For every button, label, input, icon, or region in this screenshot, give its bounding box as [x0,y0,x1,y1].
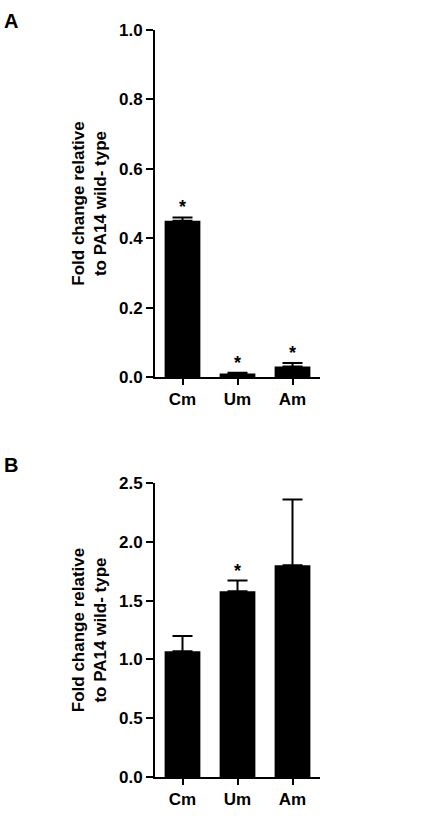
svg-text:*: * [289,343,296,363]
svg-text:0.0: 0.0 [119,768,143,787]
svg-text:0.2: 0.2 [119,299,143,318]
svg-text:Um: Um [224,390,251,409]
svg-text:Cm: Cm [169,390,196,409]
svg-text:Am: Am [279,790,306,809]
svg-text:Fold change relativeto PA14 wi: Fold change relativeto PA14 wild- type [69,121,110,285]
svg-text:1.0: 1.0 [119,21,143,40]
svg-text:Am: Am [279,390,306,409]
svg-text:Cm: Cm [169,790,196,809]
svg-text:0.5: 0.5 [119,709,143,728]
svg-text:2.5: 2.5 [119,474,143,493]
svg-text:*: * [179,197,186,217]
svg-text:0.0: 0.0 [119,368,143,387]
svg-text:1.5: 1.5 [119,592,143,611]
svg-text:B: B [4,454,18,476]
svg-text:0.8: 0.8 [119,90,143,109]
svg-text:Um: Um [224,790,251,809]
svg-text:0.6: 0.6 [119,160,143,179]
svg-text:*: * [234,353,241,373]
svg-text:Fold change relativeto PA14 wi: Fold change relativeto PA14 wild- type [69,548,110,712]
svg-text:A: A [4,10,18,32]
svg-text:*: * [234,561,241,581]
svg-text:2.0: 2.0 [119,533,143,552]
svg-text:1.0: 1.0 [119,650,143,669]
svg-text:0.4: 0.4 [119,229,143,248]
